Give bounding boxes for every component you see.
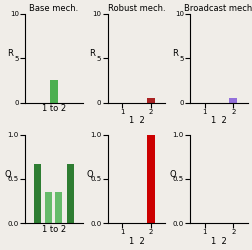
Y-axis label: Q: Q <box>87 170 93 179</box>
Bar <box>67 164 74 223</box>
Bar <box>147 134 155 223</box>
Title: Robust mech.: Robust mech. <box>108 4 165 13</box>
Bar <box>34 164 41 223</box>
X-axis label: 1  2: 1 2 <box>129 116 144 125</box>
Y-axis label: R: R <box>172 49 178 58</box>
Bar <box>55 192 62 223</box>
Y-axis label: R: R <box>89 49 95 58</box>
Bar <box>147 98 155 102</box>
Title: Base mech.: Base mech. <box>29 4 78 13</box>
Y-axis label: R: R <box>7 49 13 58</box>
Title: Broadcast mech.: Broadcast mech. <box>183 4 252 13</box>
Bar <box>45 192 52 223</box>
X-axis label: 1 to 2: 1 to 2 <box>42 104 66 113</box>
Bar <box>50 80 58 102</box>
X-axis label: 1  2: 1 2 <box>211 116 227 125</box>
Y-axis label: Q: Q <box>4 170 11 179</box>
Y-axis label: Q: Q <box>169 170 176 179</box>
X-axis label: 1  2: 1 2 <box>211 237 227 246</box>
X-axis label: 1 to 2: 1 to 2 <box>42 224 66 234</box>
Bar <box>229 98 237 102</box>
X-axis label: 1  2: 1 2 <box>129 237 144 246</box>
